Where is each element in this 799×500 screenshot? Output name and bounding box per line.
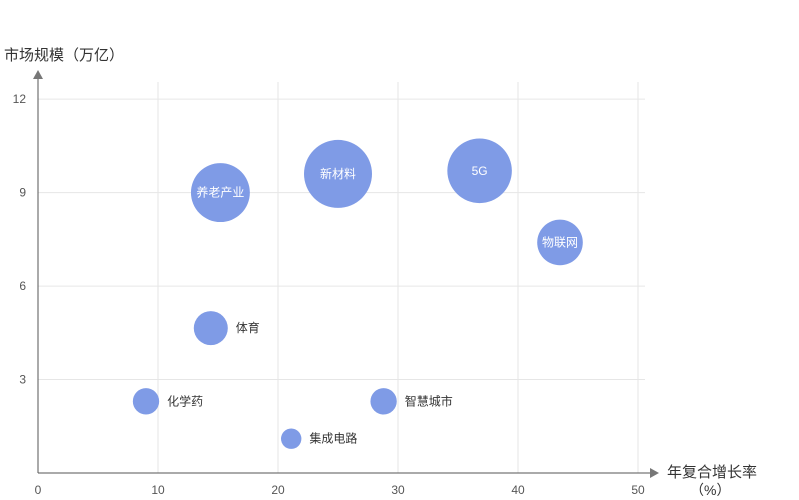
bubble — [370, 388, 397, 415]
x-tick-label: 20 — [271, 483, 285, 495]
y-tick-label: 9 — [19, 186, 26, 200]
bubble-label: 集成电路 — [309, 431, 357, 446]
x-tick-label: 30 — [391, 483, 405, 495]
bubble — [281, 428, 302, 449]
x-tick-label: 0 — [35, 483, 42, 495]
bubble-label: 体育 — [236, 320, 260, 335]
x-tick-label: 40 — [511, 483, 525, 495]
bubble-label: 智慧城市 — [405, 393, 453, 408]
x-axis-unit: （%） — [690, 482, 731, 498]
y-tick-label: 12 — [13, 92, 27, 106]
bubble-label: 养老产业 — [196, 185, 244, 200]
bubble — [190, 163, 250, 223]
x-axis-arrow — [650, 468, 659, 478]
bubble — [132, 388, 160, 415]
y-axis-title: 市场规模（万亿） — [4, 47, 125, 64]
x-axis-title: 年复合增长率 — [667, 464, 758, 481]
y-axis-arrow — [33, 70, 43, 79]
bubble — [447, 138, 512, 204]
bubble-label: 5G — [472, 164, 488, 178]
bubble-label: 物联网 — [542, 235, 578, 249]
x-tick-label: 10 — [151, 483, 165, 495]
y-tick-label: 6 — [19, 279, 26, 293]
bubble — [304, 139, 372, 208]
y-tick-label: 3 — [19, 373, 26, 387]
bubble-label: 新材料 — [320, 166, 356, 181]
bubble-label: 化学药 — [167, 393, 203, 408]
bubble — [193, 311, 228, 346]
bubble — [537, 219, 583, 266]
x-tick-label: 50 — [631, 483, 645, 495]
